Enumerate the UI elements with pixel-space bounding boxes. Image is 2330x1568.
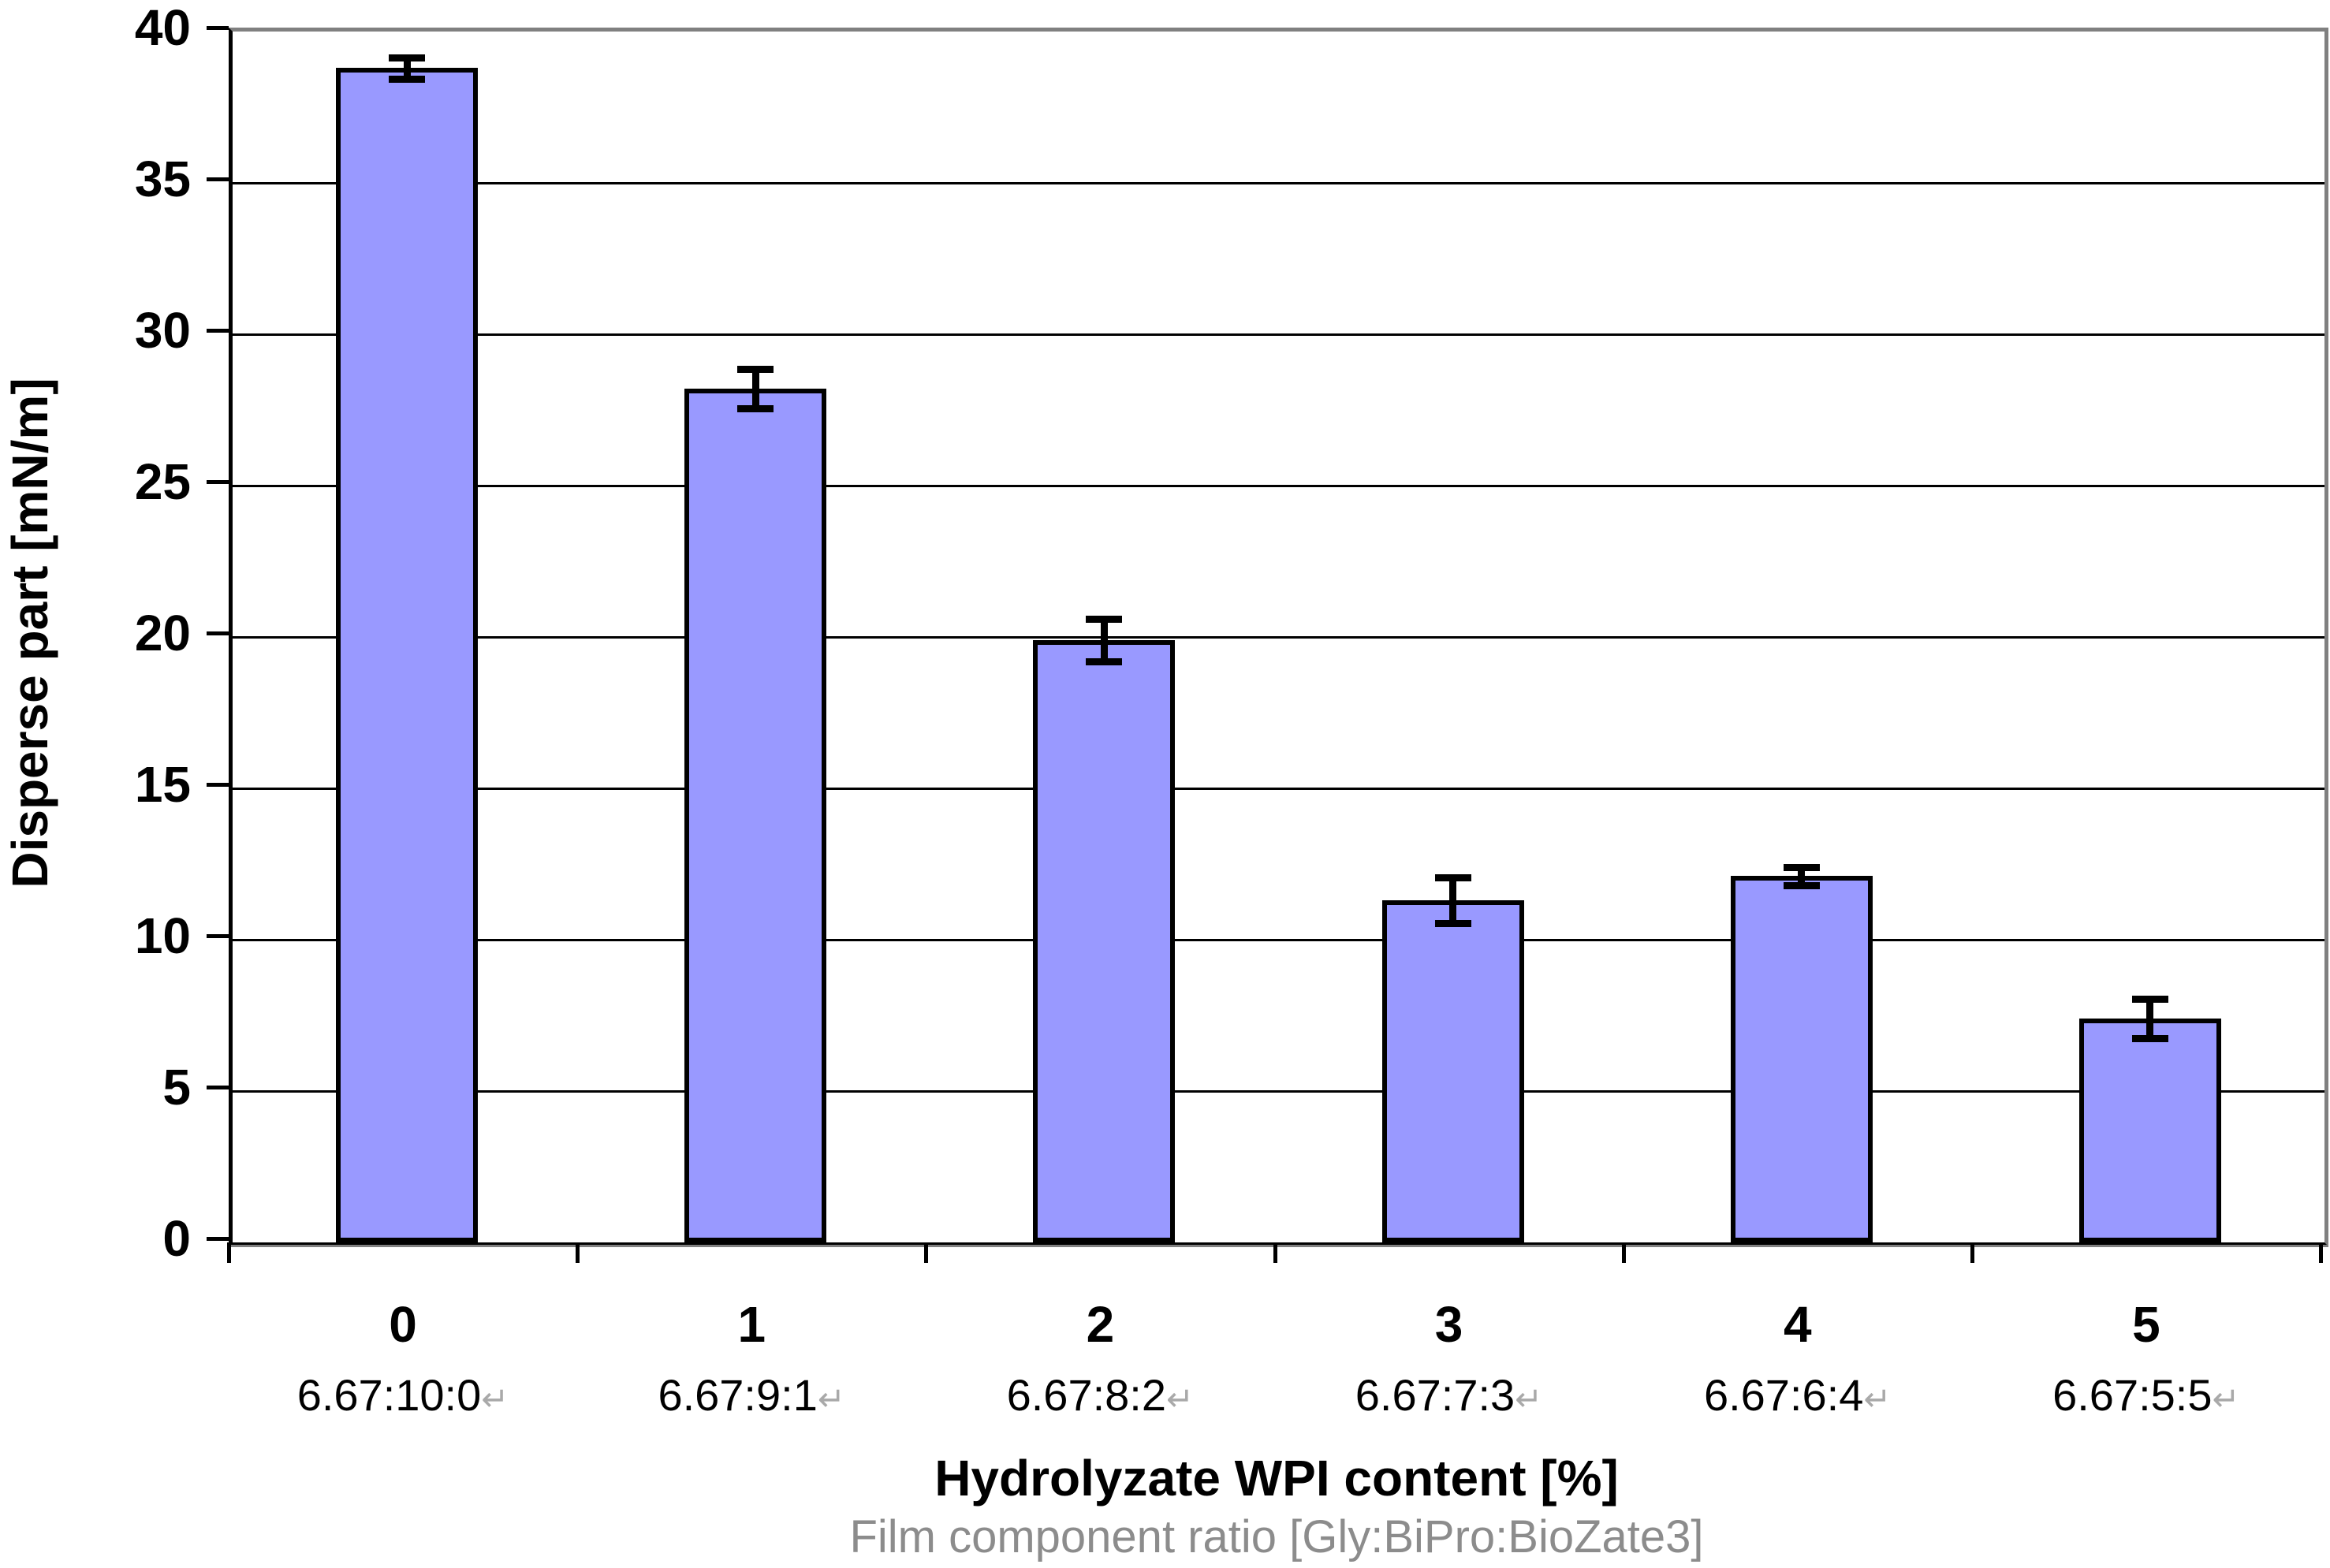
gridline [233,333,2324,336]
x-axis-tick [924,1242,929,1263]
gridline [233,1089,2324,1093]
ratio-label-text: 6.67:9:1 [658,1370,818,1420]
category-label: 3 [1434,1296,1463,1353]
error-bar [1100,618,1108,661]
y-tick-label: 25 [134,453,191,510]
error-bar-top-cap [2131,995,2168,1003]
bar [1730,876,1873,1242]
y-axis-tick [207,329,229,333]
y-tick-label: 5 [162,1059,191,1115]
error-bar-bottom-cap [1434,919,1471,927]
y-tick-label: 0 [162,1210,191,1267]
bar [1033,639,1176,1242]
x-axis-tick [227,1242,231,1263]
x-axis-tick [1970,1242,1974,1263]
error-bar-bottom-cap [1783,881,1820,889]
gridline [233,938,2324,941]
bar [2078,1018,2221,1242]
return-mark-icon: ↵ [2212,1380,2240,1417]
y-axis-tick [207,480,229,484]
error-bar-top-cap [389,54,426,61]
y-axis-tick [207,177,229,181]
x-axis-secondary-title: Film component ratio [Gly:BiPro:BioZate3… [849,1511,1704,1562]
error-bar-top-cap [1783,863,1820,871]
y-tick-label: 15 [134,756,191,813]
bar [1381,900,1524,1242]
y-axis-tick [207,26,229,30]
ratio-label-text: 6.67:8:2 [1006,1370,1166,1420]
return-mark-icon: ↵ [1863,1380,1892,1417]
error-bar [1449,877,1457,923]
ratio-label-text: 6.67:6:4 [1703,1370,1864,1420]
ratio-label-text: 6.67:7:3 [1355,1370,1515,1420]
x-axis-tick [576,1242,580,1263]
y-axis-tick [207,783,229,787]
gridline [233,787,2324,790]
plot-area [229,28,2328,1246]
x-axis-title: Hydrolyzate WPI content [%] [934,1450,1619,1507]
y-tick-label: 30 [134,302,191,359]
category-label: 1 [737,1296,766,1353]
ratio-label: 6.67:5:5↵ [1949,1373,2330,1421]
category-label: 2 [1086,1296,1115,1353]
gridline [233,181,2324,184]
ratio-label: 6.67:10:0↵ [206,1373,600,1421]
y-axis-tick [207,1237,229,1241]
category-label: 0 [389,1296,417,1353]
error-bar-top-cap [1086,615,1123,623]
y-tick-label: 40 [134,0,191,56]
return-mark-icon: ↵ [817,1380,846,1417]
y-tick-label: 10 [134,907,191,964]
ratio-label-text: 6.67:10:0 [296,1370,482,1420]
gridline [233,635,2324,639]
category-label: 5 [2132,1296,2160,1353]
x-axis-tick [1273,1242,1277,1263]
y-axis-tick [207,631,229,635]
error-bar-bottom-cap [737,405,774,413]
y-axis-tick [207,934,229,938]
ratio-label: 6.67:7:3↵ [1252,1373,1646,1421]
y-tick-label: 35 [134,151,191,207]
ratio-label: 6.67:6:4↵ [1601,1373,1995,1421]
category-label: 4 [1783,1296,1812,1353]
x-axis-tick [2319,1242,2323,1263]
error-bar [751,369,759,409]
ratio-label: 6.67:8:2↵ [903,1373,1297,1421]
error-bar-top-cap [1434,874,1471,882]
x-axis-tick [1621,1242,1626,1263]
ratio-label-text: 6.67:5:5 [2052,1370,2213,1420]
return-mark-icon: ↵ [1515,1380,1543,1417]
y-tick-label: 20 [134,605,191,661]
return-mark-icon: ↵ [481,1380,509,1417]
bar [684,389,827,1242]
error-bar [2146,998,2154,1038]
error-bar-bottom-cap [2131,1034,2168,1042]
return-mark-icon: ↵ [1166,1380,1195,1417]
error-bar [1798,866,1806,885]
gridline [233,484,2324,487]
error-bar-bottom-cap [389,75,426,83]
error-bar-bottom-cap [1086,657,1123,665]
ratio-label: 6.67:9:1↵ [554,1373,949,1421]
error-bar-top-cap [737,366,774,374]
bar [336,68,479,1242]
error-bar [403,57,411,79]
y-axis-tick [207,1086,229,1089]
category-axis-line [229,1245,2328,1247]
